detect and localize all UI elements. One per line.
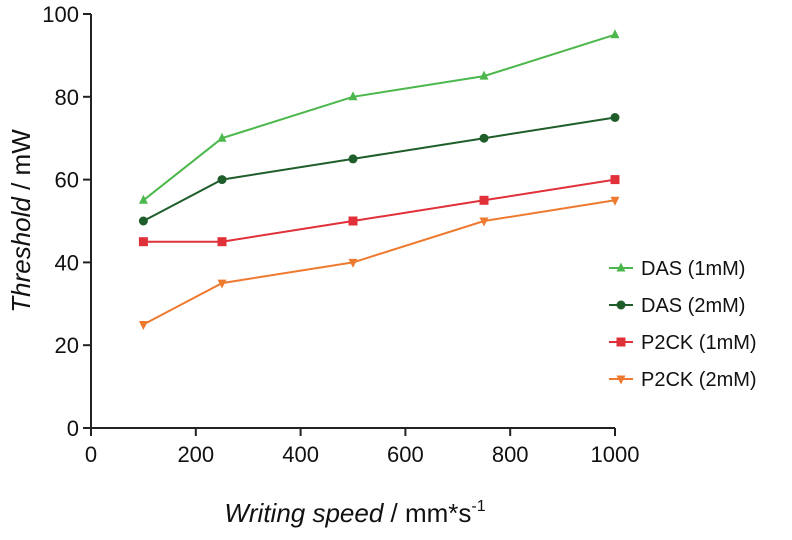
data-point bbox=[217, 132, 227, 142]
data-point bbox=[610, 175, 620, 185]
x-tick-label: 800 bbox=[492, 442, 529, 467]
data-point bbox=[479, 195, 489, 205]
series-layer bbox=[138, 29, 620, 330]
data-point bbox=[348, 216, 358, 226]
series-line bbox=[142, 116, 616, 222]
y-tick-label: 0 bbox=[67, 416, 79, 441]
data-point bbox=[479, 70, 489, 80]
series-4 bbox=[138, 196, 620, 330]
x-tick-label: 400 bbox=[282, 442, 319, 467]
series-1 bbox=[138, 29, 620, 204]
data-point bbox=[610, 196, 620, 206]
data-point bbox=[138, 237, 148, 247]
legend-item: DAS (2mM) bbox=[609, 295, 745, 317]
series-line bbox=[142, 199, 616, 326]
legend-label: P2CK (1mM) bbox=[641, 332, 757, 354]
x-axis-title: Writing speed / mm*s-1 bbox=[224, 498, 485, 528]
data-point bbox=[348, 91, 358, 101]
legend-marker bbox=[616, 262, 626, 272]
legend-item: P2CK (2mM) bbox=[609, 369, 757, 391]
series-2 bbox=[138, 113, 620, 226]
data-point bbox=[610, 113, 620, 122]
legend: DAS (1mM) DAS (2mM) P2CK (1mM) P2CK (2mM) bbox=[609, 258, 757, 391]
legend-marker bbox=[616, 337, 626, 347]
legend-marker bbox=[616, 375, 626, 385]
y-axis-title: Threshold / mW bbox=[6, 129, 36, 313]
axis-ticks: 0 200 400 600 800 1000 0 20 40 60 80 100 bbox=[42, 2, 639, 467]
data-point bbox=[217, 237, 227, 247]
data-point bbox=[138, 321, 148, 330]
data-point bbox=[138, 194, 148, 204]
legend-label: DAS (2mM) bbox=[641, 295, 745, 317]
data-point bbox=[348, 154, 358, 164]
axes bbox=[90, 14, 615, 429]
x-tick-label: 0 bbox=[85, 442, 97, 467]
series-3 bbox=[138, 175, 620, 247]
y-tick-label: 60 bbox=[55, 168, 79, 193]
y-tick-label: 80 bbox=[55, 85, 79, 110]
data-point bbox=[217, 175, 227, 185]
legend-label: P2CK (2mM) bbox=[641, 369, 757, 391]
data-point bbox=[217, 279, 227, 289]
y-tick-label: 40 bbox=[55, 250, 79, 275]
y-tick-label: 20 bbox=[55, 333, 79, 358]
legend-item: DAS (1mM) bbox=[609, 258, 745, 280]
data-point bbox=[479, 133, 489, 143]
series-line bbox=[142, 33, 616, 202]
data-point bbox=[138, 216, 148, 226]
x-tick-label: 600 bbox=[387, 442, 424, 467]
y-tick-label: 100 bbox=[42, 2, 79, 27]
data-point bbox=[348, 258, 358, 268]
legend-marker bbox=[616, 300, 626, 310]
data-point bbox=[479, 217, 489, 227]
legend-label: DAS (1mM) bbox=[641, 258, 745, 280]
x-tick-label: 1000 bbox=[591, 442, 640, 467]
legend-item: P2CK (1mM) bbox=[609, 332, 757, 354]
data-point bbox=[610, 29, 620, 39]
x-tick-label: 200 bbox=[177, 442, 214, 467]
